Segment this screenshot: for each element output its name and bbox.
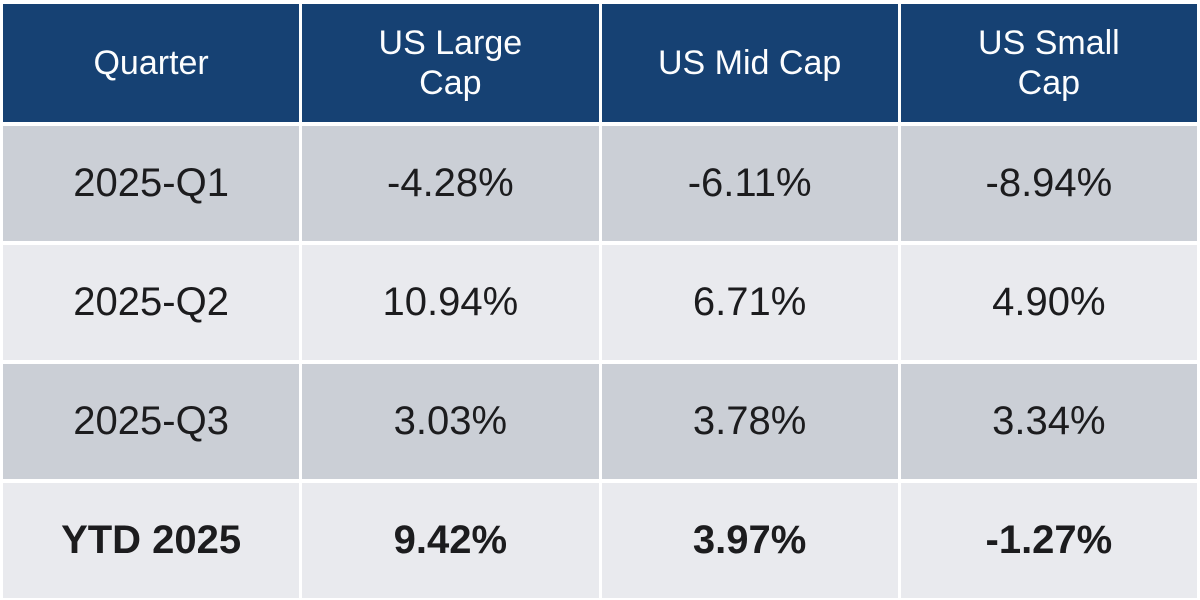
value-cell-small-cap: 3.34% <box>897 360 1200 483</box>
header-cell-us-mid-cap: US Mid Cap <box>598 0 901 126</box>
value-cell-small-cap: 4.90% <box>897 241 1200 364</box>
value-cell-large-cap: 9.42% <box>299 479 602 600</box>
value-cell-mid-cap: 3.97% <box>598 479 901 600</box>
header-cell-us-large-cap: US Large Cap <box>299 0 602 126</box>
value-cell-mid-cap: 3.78% <box>598 360 901 483</box>
table-header-row: Quarter US Large Cap US Mid Cap US Small… <box>0 0 1200 126</box>
header-label-quarter: Quarter <box>93 43 209 82</box>
value-cell-large-cap: 10.94% <box>299 241 602 364</box>
value-cell-large-cap: 3.03% <box>299 360 602 483</box>
value-cell-large-cap: -4.28% <box>299 122 602 245</box>
value-cell-small-cap: -1.27% <box>897 479 1200 600</box>
quarter-cell: YTD 2025 <box>0 479 303 600</box>
table-row-2025-q2: 2025-Q2 10.94% 6.71% 4.90% <box>0 241 1200 364</box>
header-label-us-large-cap: US Large Cap <box>378 23 523 102</box>
header-label-us-mid-cap: US Mid Cap <box>657 43 842 82</box>
value-cell-small-cap: -8.94% <box>897 122 1200 245</box>
table-row-ytd-2025: YTD 2025 9.42% 3.97% -1.27% <box>0 479 1200 600</box>
header-cell-quarter: Quarter <box>0 0 303 126</box>
quarter-cell: 2025-Q1 <box>0 122 303 245</box>
table-row-2025-q1: 2025-Q1 -4.28% -6.11% -8.94% <box>0 122 1200 245</box>
value-cell-mid-cap: 6.71% <box>598 241 901 364</box>
header-cell-us-small-cap: US Small Cap <box>897 0 1200 126</box>
table-row-2025-q3: 2025-Q3 3.03% 3.78% 3.34% <box>0 360 1200 483</box>
header-label-us-small-cap: US Small Cap <box>978 23 1120 102</box>
quarter-cell: 2025-Q3 <box>0 360 303 483</box>
value-cell-mid-cap: -6.11% <box>598 122 901 245</box>
quarter-cell: 2025-Q2 <box>0 241 303 364</box>
